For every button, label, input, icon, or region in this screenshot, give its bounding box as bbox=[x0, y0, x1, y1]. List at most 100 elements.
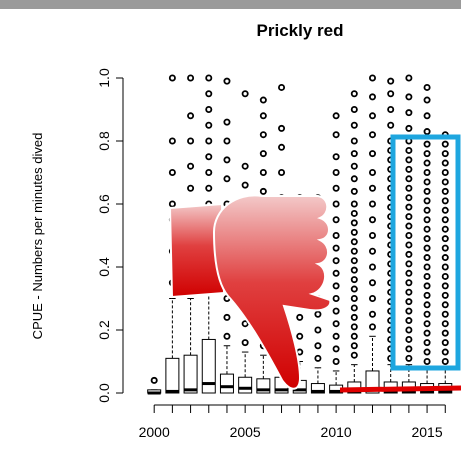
outlier bbox=[332, 257, 340, 265]
outlier bbox=[423, 206, 431, 214]
y-tick-label: 0.2 bbox=[96, 320, 112, 340]
outlier bbox=[259, 150, 267, 158]
outlier bbox=[168, 137, 176, 145]
highlight-box bbox=[390, 134, 461, 371]
outlier bbox=[278, 83, 286, 91]
x-tick-label: 2010 bbox=[321, 424, 352, 440]
outlier bbox=[368, 112, 376, 120]
box bbox=[165, 357, 180, 394]
outlier bbox=[350, 276, 358, 284]
outlier bbox=[350, 332, 358, 340]
outlier bbox=[405, 194, 413, 202]
outlier bbox=[405, 354, 413, 362]
outlier bbox=[387, 77, 395, 85]
box bbox=[183, 354, 198, 394]
outlier bbox=[405, 269, 413, 277]
outlier bbox=[441, 178, 449, 186]
outlier bbox=[405, 298, 413, 306]
box-group bbox=[365, 74, 380, 394]
outlier bbox=[423, 128, 431, 136]
outlier bbox=[405, 184, 413, 192]
y-tick-label: 1.0 bbox=[96, 68, 112, 88]
outlier bbox=[441, 301, 449, 309]
outlier bbox=[332, 269, 340, 277]
outlier bbox=[441, 235, 449, 243]
outlier bbox=[350, 121, 358, 129]
box-group bbox=[147, 376, 162, 395]
outlier bbox=[441, 197, 449, 205]
outlier bbox=[350, 266, 358, 274]
outlier bbox=[223, 137, 231, 145]
outlier bbox=[441, 140, 449, 148]
outlier bbox=[441, 168, 449, 176]
outlier bbox=[368, 279, 376, 287]
outlier bbox=[423, 282, 431, 290]
outlier bbox=[350, 323, 358, 331]
outlier bbox=[350, 209, 358, 217]
outlier bbox=[368, 131, 376, 139]
outlier bbox=[423, 187, 431, 195]
outlier bbox=[350, 257, 358, 265]
outlier bbox=[350, 228, 358, 236]
outlier bbox=[278, 168, 286, 176]
outlier bbox=[405, 241, 413, 249]
outlier bbox=[441, 254, 449, 262]
outlier bbox=[150, 376, 158, 384]
outlier bbox=[441, 320, 449, 328]
outlier bbox=[350, 219, 358, 227]
outlier bbox=[368, 231, 376, 239]
outlier bbox=[441, 339, 449, 347]
outlier bbox=[350, 200, 358, 208]
outlier bbox=[405, 279, 413, 287]
outlier bbox=[350, 90, 358, 98]
thumb-down-icon bbox=[212, 194, 332, 390]
outlier bbox=[368, 184, 376, 192]
outlier bbox=[368, 263, 376, 271]
outlier bbox=[350, 313, 358, 321]
outlier bbox=[368, 200, 376, 208]
outlier bbox=[168, 168, 176, 176]
outlier bbox=[423, 339, 431, 347]
outlier bbox=[405, 326, 413, 334]
outlier bbox=[423, 96, 431, 104]
outlier bbox=[405, 345, 413, 353]
y-tick-label: 0.6 bbox=[96, 194, 112, 214]
outlier bbox=[278, 124, 286, 132]
outlier bbox=[332, 357, 340, 365]
outlier bbox=[168, 74, 176, 82]
outlier bbox=[350, 137, 358, 145]
outlier bbox=[205, 184, 213, 192]
outlier bbox=[332, 112, 340, 120]
outlier bbox=[205, 74, 213, 82]
outlier bbox=[441, 357, 449, 365]
outlier bbox=[314, 326, 322, 334]
outlier bbox=[405, 74, 413, 82]
outlier bbox=[368, 216, 376, 224]
x-tick-label: 2000 bbox=[139, 424, 170, 440]
outlier bbox=[205, 153, 213, 161]
outlier bbox=[259, 131, 267, 139]
box bbox=[238, 376, 253, 394]
outlier bbox=[405, 307, 413, 315]
outlier bbox=[350, 238, 358, 246]
outlier bbox=[405, 109, 413, 117]
outlier bbox=[423, 140, 431, 148]
outlier bbox=[405, 165, 413, 173]
annotations bbox=[168, 134, 461, 393]
outlier bbox=[187, 112, 195, 120]
outlier bbox=[441, 225, 449, 233]
outlier bbox=[423, 168, 431, 176]
outlier bbox=[423, 83, 431, 91]
outlier bbox=[332, 332, 340, 340]
box bbox=[219, 373, 234, 394]
outlier bbox=[278, 143, 286, 151]
outlier bbox=[423, 244, 431, 252]
outlier bbox=[332, 282, 340, 290]
box-group bbox=[420, 83, 435, 394]
y-tick-label: 0.0 bbox=[96, 383, 112, 403]
outlier bbox=[332, 231, 340, 239]
outlier bbox=[423, 291, 431, 299]
outlier bbox=[223, 175, 231, 183]
outlier bbox=[187, 137, 195, 145]
outlier bbox=[423, 216, 431, 224]
